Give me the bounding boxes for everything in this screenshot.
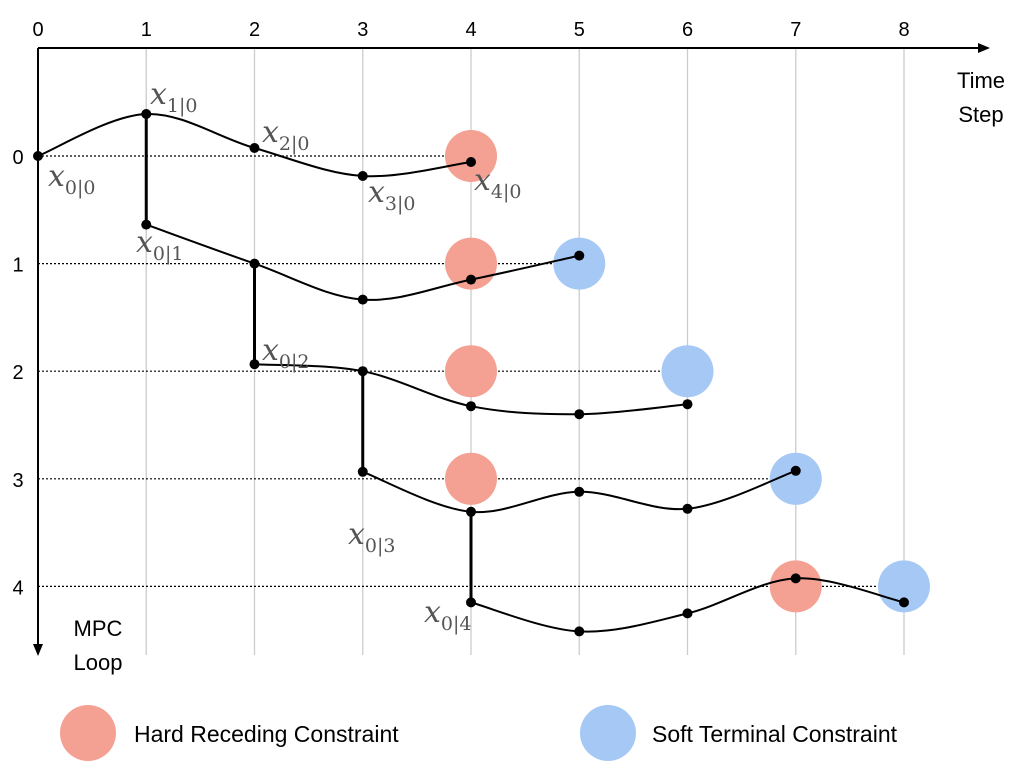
loop-tick-labels: 0 1 2 3 4: [12, 147, 23, 599]
state-label-0-4: x0|4: [424, 595, 472, 635]
state-point-loop-4-step-3: [790, 573, 801, 584]
hard-constraint-loop-4: [769, 560, 822, 613]
loop-tick-3: 3: [12, 470, 23, 492]
soft-constraint-loop-1: [553, 237, 606, 290]
state-label-0-0: x0|0: [48, 159, 96, 199]
state-point-loop-0-step-2: [249, 143, 260, 153]
time-tick-1: 1: [141, 19, 152, 41]
state-point-loop-2-step-0: [249, 359, 260, 370]
legend-hard-label: Hard Receding Constraint: [134, 721, 399, 747]
state-point-loop-0-step-3: [357, 171, 368, 181]
state-point-loop-1-step-1: [249, 258, 260, 269]
time-axis-title-line2: Step: [958, 102, 1003, 127]
time-tick-7: 7: [790, 19, 801, 41]
state-point-loop-1-step-4: [574, 250, 585, 261]
time-axis-title-line1: Time: [957, 68, 1005, 93]
state-point-loop-4-step-1: [574, 626, 585, 637]
state-point-loop-4-step-4: [899, 597, 909, 608]
time-tick-2: 2: [249, 19, 260, 41]
state-point-loop-3-step-4: [790, 465, 801, 476]
loop-tick-0: 0: [12, 147, 23, 169]
state-point-loop-2-step-3: [574, 409, 585, 420]
state-label-4-0: x4|0: [474, 163, 522, 203]
time-tick-8: 8: [898, 19, 909, 41]
loop-tick-2: 2: [12, 362, 23, 384]
state-point-loop-3-step-1: [466, 506, 476, 517]
state-labels: x0|0 x1|0 x2|0 x3|0 x4|0 x0|1 x0|2 x0|3 x0|4: [48, 77, 522, 635]
loop-tick-1: 1: [12, 255, 23, 277]
time-tick-labels: 0 1 2 3 4 5 6 7 8: [32, 19, 909, 41]
legend-soft-label: Soft Terminal Constraint: [652, 721, 898, 747]
state-label-0-2: x0|2: [262, 333, 310, 373]
constraint-markers: [445, 130, 930, 613]
soft-constraint-loop-3: [769, 452, 822, 505]
state-points: [33, 109, 909, 637]
state-label-1-0: x1|0: [150, 77, 198, 117]
state-point-loop-1-step-3: [466, 274, 476, 285]
loop-axis-title-line1: MPC: [74, 616, 123, 641]
loop-axis-title-line2: Loop: [74, 650, 123, 675]
state-point-loop-3-step-0: [357, 466, 368, 477]
state-point-loop-4-step-2: [682, 608, 693, 619]
loop-tick-4: 4: [12, 577, 23, 599]
state-point-loop-0-step-1: [141, 109, 152, 119]
state-point-loop-0-step-4: [466, 157, 476, 167]
state-label-2-0: x2|0: [262, 115, 310, 155]
legend: Hard Receding Constraint Soft Terminal C…: [60, 705, 898, 761]
soft-constraint-loop-2: [661, 345, 714, 398]
time-tick-5: 5: [574, 19, 585, 41]
legend-soft-swatch: [580, 705, 636, 761]
loop-transfer-links: [144, 114, 473, 603]
time-tick-3: 3: [357, 19, 368, 41]
state-point-loop-3-step-2: [574, 486, 585, 497]
state-point-loop-3-step-3: [682, 503, 693, 514]
state-point-loop-2-step-4: [682, 399, 693, 410]
legend-hard-swatch: [60, 705, 116, 761]
state-point-loop-2-step-1: [357, 366, 368, 377]
time-tick-6: 6: [682, 19, 693, 41]
state-label-3-0: x3|0: [368, 175, 416, 215]
state-point-loop-2-step-2: [466, 401, 476, 412]
time-tick-4: 4: [465, 19, 476, 41]
state-label-0-1: x0|1: [136, 225, 184, 265]
state-point-loop-4-step-0: [466, 597, 476, 608]
state-point-loop-1-step-2: [357, 294, 368, 305]
hard-constraint-loop-2: [445, 345, 497, 398]
state-point-loop-1-step-0: [141, 219, 152, 230]
state-label-0-3: x0|3: [348, 517, 396, 557]
hard-constraint-loop-3: [445, 452, 497, 505]
time-tick-0: 0: [32, 19, 43, 41]
hard-constraint-loop-0: [445, 130, 497, 182]
